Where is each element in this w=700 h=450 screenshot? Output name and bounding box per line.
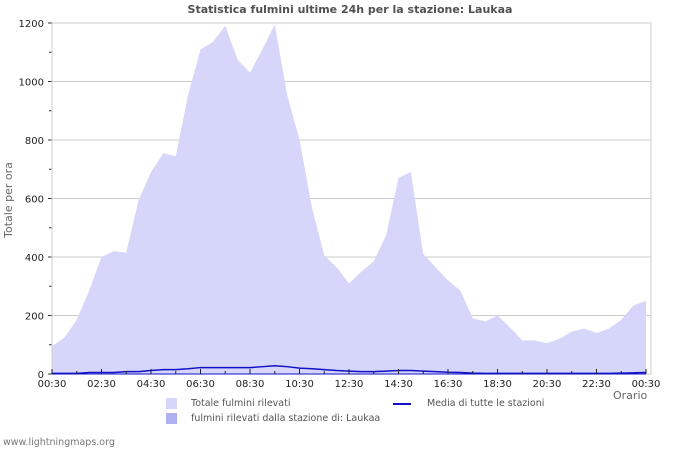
y-tick-label: 0	[38, 370, 44, 381]
y-tick-label: 200	[25, 312, 44, 323]
x-tick-label: 18:30	[483, 379, 512, 390]
x-tick-label: 08:30	[236, 379, 265, 390]
y-tick-label: 400	[25, 253, 44, 264]
average-swatch	[393, 402, 411, 405]
y-tick-label: 800	[25, 136, 44, 147]
axes: 0 200 400 600 800 1000 1200 00:30 02:30 04:30 06:3…	[19, 19, 661, 390]
y-tick-label: 1000	[19, 78, 44, 89]
x-tick-label: 14:30	[384, 379, 413, 390]
legend-label-station: fulmini rilevati dalla stazione di: Lauk…	[191, 413, 381, 424]
y-tick-label: 1200	[19, 19, 44, 30]
x-tick-label: 10:30	[285, 379, 314, 390]
legend-item-average: Media di tutte le stazioni	[393, 396, 544, 411]
legend-label-total: Totale fulmini rilevati	[191, 398, 291, 409]
x-tick-label: 12:30	[335, 379, 364, 390]
chart-title: Statistica fulmini ultime 24h per la sta…	[187, 3, 513, 16]
footer-credit: www.lightningmaps.org	[3, 437, 115, 448]
legend-item-total: Totale fulmini rilevati	[166, 396, 380, 411]
legend-left: Totale fulmini rilevati fulmini rilevati…	[166, 396, 380, 426]
x-axis-title: Orario	[613, 389, 648, 402]
legend-right: Media di tutte le stazioni	[393, 396, 544, 411]
x-tick-label: 02:30	[87, 379, 116, 390]
x-tick-label: 00:30	[632, 379, 661, 390]
y-tick-label: 600	[25, 195, 44, 206]
x-tick-label: 06:30	[186, 379, 215, 390]
y-axis-title: Totale per ora	[2, 162, 15, 239]
legend-item-station: fulmini rilevati dalla stazione di: Lauk…	[166, 411, 380, 426]
x-tick-label: 04:30	[137, 379, 166, 390]
x-tick-label: 22:30	[582, 379, 611, 390]
total-strikes-area	[52, 24, 646, 375]
legend-label-average: Media di tutte le stazioni	[427, 398, 545, 409]
x-tick-label: 16:30	[434, 379, 463, 390]
station-swatch	[166, 413, 177, 424]
x-tick-label: 00:30	[38, 379, 67, 390]
x-tick-label: 20:30	[533, 379, 562, 390]
total-swatch	[166, 398, 177, 409]
